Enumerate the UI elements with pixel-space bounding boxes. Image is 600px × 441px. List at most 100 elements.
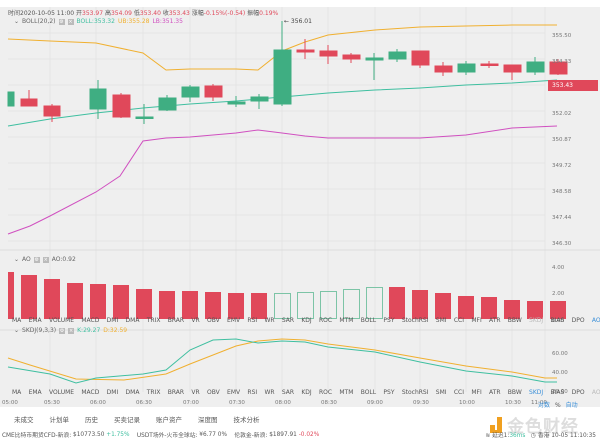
- tab-open-orders[interactable]: 未成交: [14, 416, 34, 424]
- indicator-rsi[interactable]: RSI: [247, 389, 258, 396]
- tab-depth-chart[interactable]: 深度图: [198, 416, 218, 424]
- indicator-psy[interactable]: PSY: [383, 389, 395, 396]
- indicator-cci[interactable]: CCI: [453, 317, 465, 324]
- svg-text:349.72: 349.72: [552, 163, 571, 169]
- indicator-smi[interactable]: SMI: [435, 317, 447, 324]
- indicator-ao[interactable]: AO: [591, 317, 600, 324]
- indicator-roc[interactable]: ROC: [318, 389, 333, 396]
- tab-plan-orders[interactable]: 计划单: [49, 416, 70, 424]
- high-marker: ← 356.01: [284, 18, 312, 25]
- chart-area[interactable]: 355.50 354.33 353.18 352.02 350.87 349.7…: [0, 7, 600, 409]
- indicator-mfi[interactable]: MFI: [471, 389, 482, 396]
- ohlc-info: 时间2020-10-05 11:00 开353.97 高354.09 低353.…: [8, 10, 279, 17]
- svg-text:40.00: 40.00: [552, 370, 568, 376]
- indicator-roc[interactable]: ROC: [318, 317, 333, 324]
- indicator-atr[interactable]: ATR: [489, 389, 501, 396]
- indicator-boll[interactable]: BOLL: [360, 317, 377, 324]
- indicator-vr[interactable]: VR: [191, 317, 200, 324]
- indicator-macd[interactable]: MACD: [81, 317, 100, 324]
- indicator-dmi[interactable]: DMI: [106, 317, 119, 324]
- auto-scale-button[interactable]: 自动: [565, 402, 578, 409]
- indicator-bias[interactable]: BIAS: [550, 317, 565, 324]
- indicator-dpo[interactable]: DPO: [571, 317, 585, 324]
- indicator-brar[interactable]: BRAR: [167, 389, 185, 396]
- indicator-atr[interactable]: ATR: [489, 317, 501, 324]
- chevron-down-icon[interactable]: ⌄: [14, 256, 20, 263]
- indicator-ema[interactable]: EMA: [28, 317, 42, 324]
- top-toolbar: [0, 0, 600, 7]
- skdj-legend: ⌄ SKDJ(9,3,3) ⚙ × K:29.27 D:32.59: [14, 327, 128, 334]
- svg-text:352.02: 352.02: [552, 111, 571, 117]
- log-scale-button[interactable]: 对数: [538, 402, 551, 409]
- close-icon[interactable]: ×: [68, 327, 75, 334]
- indicator-emv[interactable]: EMV: [227, 389, 241, 396]
- indicator-trix[interactable]: TRIX: [146, 389, 161, 396]
- indicator-bbw[interactable]: BBW: [507, 317, 522, 324]
- indicator-cci[interactable]: CCI: [453, 389, 465, 396]
- indicator-bias[interactable]: BIAS: [550, 389, 565, 396]
- indicator-wr[interactable]: WR: [264, 389, 275, 396]
- chevron-down-icon[interactable]: ⌄: [14, 18, 20, 25]
- indicator-stochrsi[interactable]: StochRSI: [401, 317, 429, 324]
- indicator-skdj[interactable]: SKDJ: [529, 389, 544, 396]
- close-icon[interactable]: ×: [42, 256, 49, 263]
- tab-history[interactable]: 历史: [85, 416, 98, 424]
- settings-icon[interactable]: ⚙: [59, 327, 66, 334]
- indicator-bbw[interactable]: BBW: [507, 389, 522, 396]
- indicator-brar[interactable]: BRAR: [167, 317, 185, 324]
- indicator-rsi[interactable]: RSI: [247, 317, 258, 324]
- indicator-mfi[interactable]: MFI: [471, 317, 482, 324]
- ao-legend: ⌄ AO ⚙ × AO:0.92: [14, 256, 76, 263]
- indicator-volume[interactable]: VOLUME: [48, 389, 75, 396]
- indicator-dma[interactable]: DMA: [125, 317, 140, 324]
- indicator-sar[interactable]: SAR: [281, 389, 295, 396]
- svg-text:0.00: 0.00: [552, 318, 565, 324]
- indicator-sar[interactable]: SAR: [281, 317, 295, 324]
- logo-mark-icon: [490, 416, 504, 433]
- settings-icon[interactable]: ⚙: [33, 256, 40, 263]
- close-icon[interactable]: ×: [67, 18, 74, 25]
- indicator-volume[interactable]: VOLUME: [48, 317, 75, 324]
- tab-trade-records[interactable]: 买卖记录: [114, 416, 140, 424]
- tab-account-assets[interactable]: 账户资产: [156, 416, 182, 424]
- svg-text:347.44: 347.44: [552, 215, 572, 221]
- indicator-ma[interactable]: MA: [12, 317, 22, 324]
- svg-text:354.33: 354.33: [552, 59, 572, 65]
- indicator-psy[interactable]: PSY: [383, 317, 395, 324]
- svg-text:2.00: 2.00: [552, 291, 565, 297]
- indicator-mtm[interactable]: MTM: [339, 317, 354, 324]
- indicator-boll[interactable]: BOLL: [360, 389, 377, 396]
- indicator-trix[interactable]: TRIX: [146, 317, 161, 324]
- percent-scale-button[interactable]: %: [554, 402, 561, 409]
- indicator-kdj[interactable]: KDJ: [301, 389, 312, 396]
- indicator-skdj[interactable]: SKDJ: [529, 317, 544, 324]
- indicator-obv[interactable]: OBV: [206, 389, 220, 396]
- indicator-wr[interactable]: WR: [264, 317, 275, 324]
- indicator-mtm[interactable]: MTM: [339, 389, 354, 396]
- indicator-smi[interactable]: SMI: [435, 389, 447, 396]
- status-bar: CME比特币期货CFD-新浪: $10773.50 +1.75% USDT场外-…: [2, 431, 596, 440]
- indicator-dma[interactable]: DMA: [125, 389, 140, 396]
- indicator-macd[interactable]: MACD: [81, 389, 100, 396]
- settings-icon[interactable]: ⚙: [58, 18, 65, 25]
- svg-text:60.00: 60.00: [552, 351, 568, 357]
- indicator-stochrsi[interactable]: StochRSI: [401, 389, 429, 396]
- svg-text:350.87: 350.87: [552, 137, 572, 143]
- svg-text:4.00: 4.00: [552, 265, 565, 271]
- bottom-tabs: 未成交 计划单 历史 买卖记录 账户资产 深度图 技术分析: [0, 412, 600, 426]
- indicator-emv[interactable]: EMV: [227, 317, 241, 324]
- chevron-down-icon[interactable]: ⌄: [14, 327, 20, 334]
- ao-bars: [8, 272, 566, 319]
- indicator-ema[interactable]: EMA: [28, 389, 42, 396]
- svg-text:20.00: 20.00: [552, 389, 568, 395]
- tab-technical-analysis[interactable]: 技术分析: [233, 416, 260, 424]
- indicator-obv[interactable]: OBV: [206, 317, 220, 324]
- indicator-dmi[interactable]: DMI: [106, 389, 119, 396]
- current-price-tag: 353.43: [548, 80, 598, 91]
- indicator-ao[interactable]: AO: [591, 389, 600, 396]
- indicator-dpo[interactable]: DPO: [571, 389, 585, 396]
- indicator-ma[interactable]: MA: [12, 389, 22, 396]
- indicator-kdj[interactable]: KDJ: [301, 317, 312, 324]
- indicator-vr[interactable]: VR: [191, 389, 200, 396]
- svg-text:355.50: 355.50: [552, 33, 572, 39]
